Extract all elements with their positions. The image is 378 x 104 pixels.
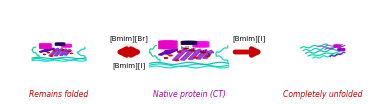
Polygon shape (39, 47, 51, 48)
Polygon shape (193, 44, 209, 45)
Polygon shape (159, 43, 177, 44)
Polygon shape (338, 49, 345, 50)
Polygon shape (62, 46, 71, 47)
Polygon shape (158, 50, 171, 55)
Polygon shape (39, 48, 51, 49)
Text: Completely unfolded: Completely unfolded (283, 90, 363, 99)
Polygon shape (49, 48, 59, 56)
Text: Trp: Trp (207, 53, 211, 57)
Polygon shape (159, 47, 177, 48)
Polygon shape (165, 49, 178, 54)
Polygon shape (39, 46, 51, 47)
Text: Remains folded: Remains folded (29, 90, 89, 99)
Polygon shape (181, 42, 197, 43)
Polygon shape (64, 50, 71, 55)
Polygon shape (39, 47, 51, 48)
Polygon shape (159, 48, 177, 49)
Polygon shape (39, 49, 48, 52)
Polygon shape (159, 42, 177, 43)
Text: [Bmim][I]: [Bmim][I] (112, 62, 146, 69)
Polygon shape (193, 42, 209, 43)
Polygon shape (196, 50, 208, 59)
Polygon shape (203, 50, 214, 58)
Polygon shape (334, 45, 341, 46)
Text: Native protein (CT): Native protein (CT) (153, 90, 225, 99)
Polygon shape (181, 41, 197, 42)
Polygon shape (39, 45, 51, 46)
Polygon shape (193, 43, 209, 44)
Text: His57: His57 (200, 50, 207, 54)
Polygon shape (180, 49, 195, 60)
Polygon shape (159, 41, 177, 42)
Polygon shape (44, 48, 54, 52)
Polygon shape (39, 44, 51, 45)
Polygon shape (193, 45, 209, 46)
Text: [Bmim][I]: [Bmim][I] (232, 35, 266, 42)
Text: Asp102: Asp102 (181, 46, 191, 50)
Polygon shape (159, 46, 177, 47)
Polygon shape (62, 45, 71, 46)
Polygon shape (54, 49, 63, 56)
Polygon shape (172, 48, 187, 61)
Polygon shape (159, 43, 177, 44)
Polygon shape (188, 49, 202, 60)
Polygon shape (193, 44, 209, 45)
Polygon shape (60, 49, 67, 55)
Polygon shape (159, 44, 177, 45)
Polygon shape (338, 50, 345, 51)
Polygon shape (159, 45, 177, 46)
Text: [Bmim][Br]: [Bmim][Br] (109, 35, 148, 42)
Text: Ser195: Ser195 (188, 48, 197, 52)
Polygon shape (193, 46, 209, 47)
Polygon shape (39, 46, 51, 47)
Polygon shape (62, 44, 71, 45)
